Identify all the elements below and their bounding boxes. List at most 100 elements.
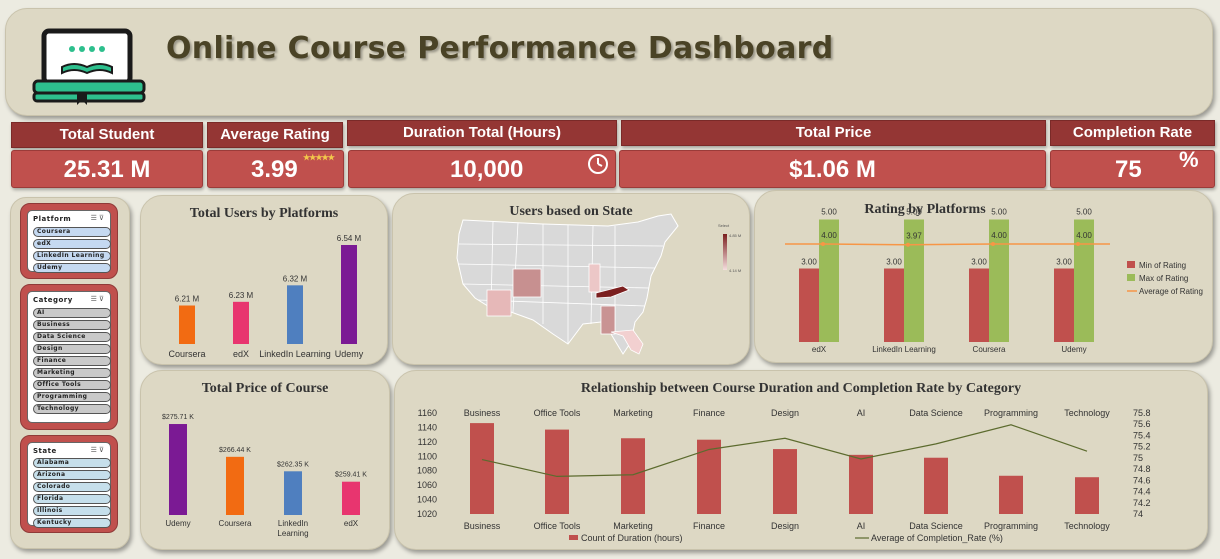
usa-outline <box>456 213 679 355</box>
data-label-coursera: 6.21 M <box>175 295 200 304</box>
bar-programming <box>999 475 1023 514</box>
slicer-item-office-tools[interactable]: Office Tools <box>33 380 111 390</box>
y2-tick-74-4: 74.4 <box>1133 487 1151 497</box>
legend-average-of-rating: Average of Rating <box>1139 287 1203 296</box>
x-label-linkedin-learning: LinkedIn Learning <box>872 345 936 354</box>
state-kentucky[interactable] <box>595 285 630 299</box>
y-tick-1040: 1040 <box>417 495 437 505</box>
x-label-linkedin-learning-2: Learning <box>277 529 308 538</box>
state-colorado[interactable] <box>512 268 542 298</box>
label-max-coursera: 5.00 <box>991 208 1007 217</box>
category-slicer: Category ☰ ⊽ AI Business Data Science De… <box>20 284 118 430</box>
clock-icon <box>588 154 608 174</box>
y-tick-1080: 1080 <box>417 466 437 476</box>
bar-finance <box>697 439 721 514</box>
kpi-completion-rate-label: Completion Rate <box>1050 120 1215 146</box>
bar-business <box>470 423 494 514</box>
kpi-duration-value: 10,000 <box>450 156 524 183</box>
x-label-coursera: Coursera <box>973 345 1006 354</box>
relationship-panel: Relationship between Course Duration and… <box>394 370 1208 550</box>
slicer-item-programming[interactable]: Programming <box>33 392 111 402</box>
kpi-completion-rate-value: 75 <box>1115 156 1142 183</box>
legend-max-of-rating: Max of Rating <box>1139 274 1188 283</box>
x-label-programming: Programming <box>984 521 1038 531</box>
kpi-average-rating-card: 3.99 ★★★★★ <box>207 150 344 188</box>
slicer-item-technology[interactable]: Technology <box>33 404 111 414</box>
top-label-ai: AI <box>857 408 866 418</box>
usa-map[interactable]: Select 4.85 M 4.14 M <box>393 194 751 366</box>
slicer-item-design[interactable]: Design <box>33 344 111 354</box>
x-label-edx: edX <box>812 345 827 354</box>
x-label-coursera: Coursera <box>219 519 252 528</box>
x-label-udemy: Udemy <box>165 519 190 528</box>
kpi-average-rating-value: 3.99 <box>251 156 298 183</box>
relationship-title: Relationship between Course Duration and… <box>580 381 1022 396</box>
x-label-marketing: Marketing <box>613 521 653 531</box>
filter-clear-icon[interactable]: ☰ ⊽ <box>90 447 104 454</box>
bar-max-linkedin-learning <box>904 219 924 342</box>
kpi-total-student-label: Total Student <box>11 122 203 148</box>
data-label-coursera: $266.44 K <box>219 447 251 454</box>
label-max-linkedin-learning: 5.00 <box>906 208 922 217</box>
slicer-item-finance[interactable]: Finance <box>33 356 111 366</box>
top-label-office-tools: Office Tools <box>534 408 581 418</box>
point-avg-coursera <box>991 242 995 246</box>
data-label-linkedin-learning: 6.32 M <box>283 274 308 283</box>
slicer-item-alabama[interactable]: Alabama <box>33 458 111 468</box>
point-avg-udemy <box>1076 242 1080 246</box>
state-florida[interactable] <box>610 329 644 355</box>
x-label-linkedin-learning: LinkedIn Learning <box>259 349 331 359</box>
map-legend-gradient <box>723 234 727 270</box>
slicer-item-linkedin-learning[interactable]: LinkedIn Learning <box>33 251 111 261</box>
slicer-item-coursera[interactable]: Coursera <box>33 227 111 237</box>
percent-sign: % <box>1179 147 1199 172</box>
kpi-duration-card: 10,000 <box>348 150 616 188</box>
slicer-item-udemy[interactable]: Udemy <box>33 263 111 273</box>
x-label-linkedin-learning: LinkedIn <box>278 519 308 528</box>
kpi-duration-label: Duration Total (Hours) <box>347 120 617 146</box>
slicer-item-arizona[interactable]: Arizona <box>33 470 111 480</box>
slicer-item-illinois[interactable]: Illinois <box>33 506 111 516</box>
kpi-average-rating-label: Average Rating <box>207 122 343 148</box>
slicer-item-business[interactable]: Business <box>33 320 111 330</box>
y-tick-1140: 1140 <box>418 422 437 432</box>
bar-min-linkedin-learning <box>884 268 904 342</box>
kpi-completion-card: 75 % <box>1050 147 1215 188</box>
state-illinois[interactable] <box>588 263 601 293</box>
slicer-item-ai[interactable]: AI <box>33 308 111 318</box>
x-label-edx: edX <box>233 349 249 359</box>
slicer-item-edx[interactable]: edX <box>33 239 111 249</box>
price-title: Total Price of Course <box>201 381 329 396</box>
bar-design <box>773 449 797 514</box>
label-avg-coursera: 4.00 <box>991 231 1007 240</box>
data-label-udemy: 6.54 M <box>337 234 362 243</box>
state-alabama[interactable] <box>600 305 616 335</box>
state-slicer: State ☰ ⊽ Alabama Arizona Colorado Flori… <box>20 435 118 533</box>
state-arizona[interactable] <box>486 289 512 317</box>
y2-tick-74-2: 74.2 <box>1133 498 1151 508</box>
bar-min-edx <box>799 268 819 342</box>
y2-tick-75-4: 75.4 <box>1133 430 1151 440</box>
slicer-item-colorado[interactable]: Colorado <box>33 482 111 492</box>
bar-linkedin-learning <box>284 471 302 515</box>
slicer-item-marketing[interactable]: Marketing <box>33 368 111 378</box>
x-label-udemy: Udemy <box>335 349 364 359</box>
users-by-platform-title: Total Users by Platforms <box>189 206 339 221</box>
users-by-platform-chart: 6.21 M Coursera 6.23 M edX 6.32 M LinkedIn Le… <box>168 234 364 359</box>
label-min-linkedin-learning: 3.00 <box>886 258 902 267</box>
kpi-total-price-value: $1.06 M <box>619 150 1046 188</box>
top-label-design: Design <box>771 408 799 418</box>
slicer-item-data-science[interactable]: Data Science <box>33 332 111 342</box>
filter-clear-icon[interactable]: ☰ ⊽ <box>90 296 104 303</box>
top-label-marketing: Marketing <box>613 408 653 418</box>
slicer-item-kentucky[interactable]: Kentucky <box>33 518 111 528</box>
x-label-edx: edX <box>344 519 359 528</box>
label-max-udemy: 5.00 <box>1076 208 1092 217</box>
slicer-item-florida[interactable]: Florida <box>33 494 111 504</box>
filter-clear-icon[interactable]: ☰ ⊽ <box>90 215 104 222</box>
data-label-linkedin-learning: $262.35 K <box>277 461 309 468</box>
y2-tick-74-8: 74.8 <box>1133 464 1151 474</box>
data-label-udemy: $275.71 K <box>162 414 194 421</box>
y2-tick-75: 75 <box>1133 453 1143 463</box>
bar-technology <box>1075 477 1099 514</box>
